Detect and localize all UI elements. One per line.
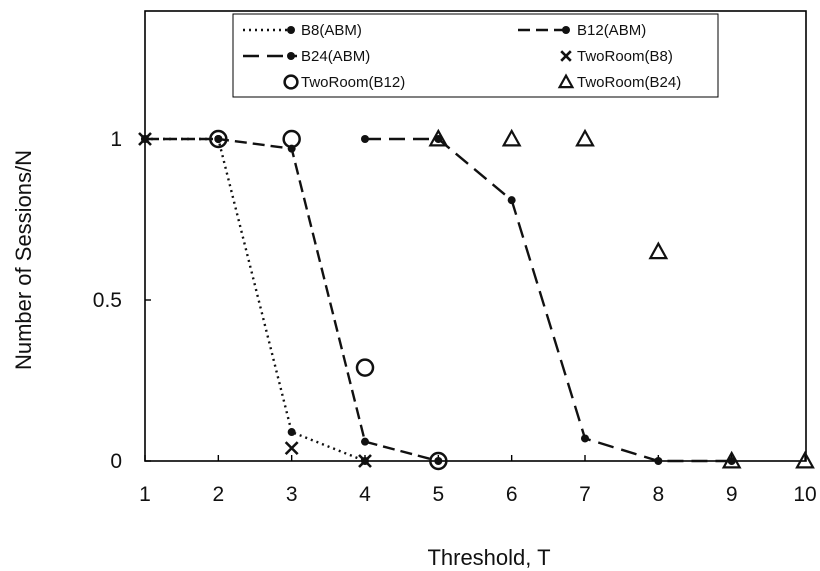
series-4	[209, 129, 448, 471]
series-layer	[138, 128, 815, 471]
legend: B8(ABM) B12(ABM) B24(ABM) TwoRoom(B8) TwoRoo…	[232, 13, 719, 98]
y-axis-title: Number of Sessions/N	[11, 150, 36, 370]
x-tick-label: 3	[286, 483, 298, 506]
data-point	[361, 135, 369, 143]
series-line	[145, 137, 439, 463]
data-point	[654, 457, 663, 465]
data-point	[429, 451, 448, 471]
legend-swatch-dot	[287, 52, 295, 60]
legend-entry: B12(ABM)	[518, 22, 646, 39]
data-point	[209, 129, 228, 149]
series-line	[365, 137, 732, 463]
data-point-stroke	[284, 441, 299, 456]
legend-swatch-marker-stroke	[560, 50, 572, 62]
data-point	[721, 450, 742, 469]
legend-label: TwoRoom(B24)	[577, 74, 681, 91]
legend-label: B12(ABM)	[577, 22, 646, 39]
data-point	[282, 129, 301, 149]
series-line	[145, 137, 366, 463]
data-point	[795, 450, 815, 469]
legend-entry: TwoRoom(B8)	[560, 48, 673, 65]
x-tick-label: 6	[506, 483, 518, 506]
legend-swatch-dot	[287, 26, 295, 34]
data-point	[434, 457, 443, 465]
y-tick-label: 1	[110, 128, 122, 151]
legend-entry: B24(ABM)	[243, 48, 370, 65]
tick-marks	[144, 138, 806, 462]
data-point	[361, 437, 369, 446]
data-point	[575, 128, 595, 147]
x-tick-label: 1	[139, 483, 151, 506]
legend-swatch-marker	[560, 50, 572, 62]
data-point	[284, 441, 299, 456]
series-0	[141, 135, 369, 465]
legend-label: B8(ABM)	[301, 22, 362, 39]
legend-entry: B8(ABM)	[243, 22, 362, 39]
series-3	[138, 132, 372, 468]
data-point	[358, 454, 372, 468]
legend-swatch-marker	[557, 73, 575, 89]
data-point	[727, 457, 736, 465]
legend-label: B24(ABM)	[301, 48, 370, 65]
data-point	[434, 135, 443, 143]
legend-entry: TwoRoom(B24)	[557, 73, 681, 91]
x-tick-label: 2	[212, 483, 224, 506]
x-tick-labels: 1 2 3 4 5 6 7 8 9 10	[139, 483, 817, 506]
series-2	[361, 135, 736, 465]
x-tick-label: 5	[432, 483, 444, 506]
legend-label: TwoRoom(B8)	[577, 48, 673, 65]
y-tick-labels: 00.51	[93, 128, 122, 473]
x-tick-label: 10	[793, 483, 816, 506]
legend-entry: TwoRoom(B12)	[283, 74, 405, 91]
legend-box	[232, 13, 719, 98]
data-point-stroke	[358, 454, 372, 468]
plot-frame	[144, 10, 807, 462]
data-point-stroke	[138, 132, 152, 146]
data-point	[507, 196, 516, 205]
y-tick-label: 0	[110, 450, 122, 473]
series-5	[428, 128, 815, 469]
legend-swatch-marker	[283, 74, 299, 90]
x-tick-label: 4	[359, 483, 371, 506]
data-point	[648, 241, 669, 260]
data-point	[138, 132, 152, 146]
legend-label: TwoRoom(B12)	[301, 74, 405, 91]
data-point	[355, 358, 375, 377]
data-point	[581, 434, 589, 443]
legend-swatch-dot	[562, 26, 570, 34]
x-tick-label: 7	[579, 483, 591, 506]
data-point	[501, 128, 522, 147]
x-tick-label: 8	[652, 483, 664, 506]
y-tick-label: 0.5	[93, 289, 122, 312]
x-tick-label: 9	[726, 483, 738, 506]
data-point	[287, 428, 296, 437]
x-axis-title: Threshold, T	[427, 545, 550, 570]
data-point	[214, 135, 223, 143]
data-point	[428, 128, 449, 147]
series-1	[141, 135, 443, 465]
